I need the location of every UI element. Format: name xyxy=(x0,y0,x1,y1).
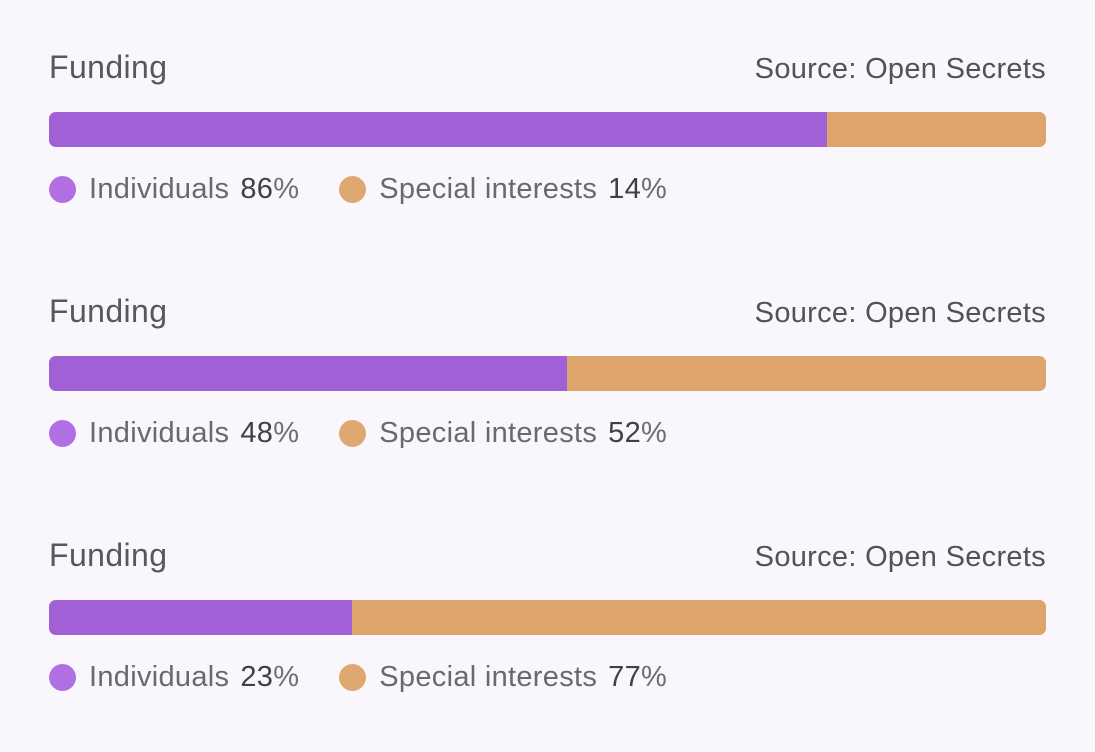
legend-item-special-interests: Special interests 77% xyxy=(339,661,667,694)
chart-header: Funding Source: Open Secrets xyxy=(49,290,1046,332)
legend: Individuals 86% Special interests 14% xyxy=(49,173,1046,206)
bar-segment-special-interests xyxy=(826,112,1046,147)
stacked-bar xyxy=(49,600,1046,635)
legend-value: 23% xyxy=(240,661,300,693)
legend-item-individuals: Individuals 86% xyxy=(49,173,299,206)
funding-chart-1: Funding Source: Open Secrets Individuals… xyxy=(49,46,1046,205)
special-interests-dot-icon xyxy=(339,420,367,447)
chart-header: Funding Source: Open Secrets xyxy=(49,46,1046,88)
legend-label: Individuals xyxy=(89,173,230,205)
legend-value: 14% xyxy=(608,173,668,205)
bar-segment-individuals xyxy=(49,600,353,635)
special-interests-dot-icon xyxy=(339,176,367,203)
individuals-dot-icon xyxy=(49,664,76,691)
chart-source: Source: Open Secrets xyxy=(754,541,1046,573)
legend-label: Special interests xyxy=(379,417,598,449)
legend-item-special-interests: Special interests 14% xyxy=(339,173,667,206)
legend-value: 86% xyxy=(240,173,300,205)
legend-label: Individuals xyxy=(89,661,230,693)
legend-value: 77% xyxy=(608,661,668,693)
chart-title: Funding xyxy=(49,293,168,329)
individuals-dot-icon xyxy=(49,420,76,447)
individuals-dot-icon xyxy=(49,176,76,203)
bar-segment-individuals xyxy=(49,356,568,391)
chart-source: Source: Open Secrets xyxy=(754,297,1046,329)
legend-label: Individuals xyxy=(89,417,230,449)
chart-source: Source: Open Secrets xyxy=(754,53,1046,85)
special-interests-dot-icon xyxy=(339,664,367,691)
legend-value: 52% xyxy=(608,417,668,449)
chart-header: Funding Source: Open Secrets xyxy=(49,534,1046,576)
legend: Individuals 23% Special interests 77% xyxy=(49,661,1046,694)
bar-segment-individuals xyxy=(49,112,827,147)
legend-value: 48% xyxy=(240,417,300,449)
legend-item-individuals: Individuals 48% xyxy=(49,417,299,450)
legend-item-individuals: Individuals 23% xyxy=(49,661,299,694)
legend: Individuals 48% Special interests 52% xyxy=(49,417,1046,450)
funding-chart-3: Funding Source: Open Secrets Individuals… xyxy=(49,534,1046,693)
stacked-bar xyxy=(49,356,1046,391)
bar-segment-special-interests xyxy=(567,356,1046,391)
chart-title: Funding xyxy=(49,537,168,573)
funding-chart-2: Funding Source: Open Secrets Individuals… xyxy=(49,290,1046,449)
chart-title: Funding xyxy=(49,49,168,85)
bar-segment-special-interests xyxy=(352,600,1046,635)
legend-label: Special interests xyxy=(379,173,598,205)
legend-label: Special interests xyxy=(379,661,598,693)
legend-item-special-interests: Special interests 52% xyxy=(339,417,667,450)
stacked-bar xyxy=(49,112,1046,147)
